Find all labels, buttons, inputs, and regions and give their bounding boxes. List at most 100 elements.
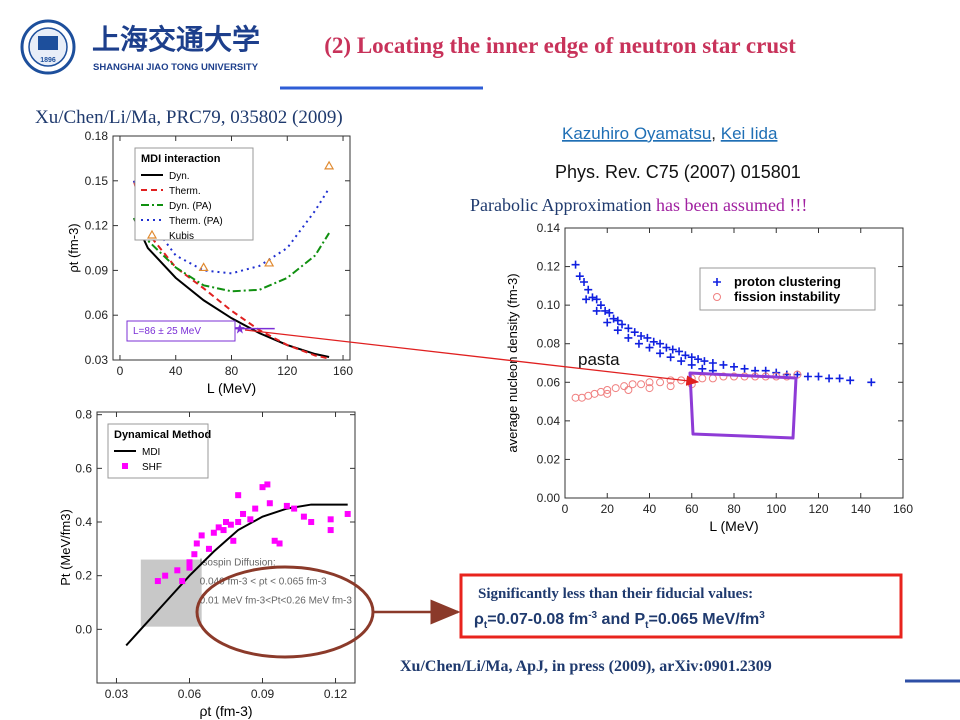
point xyxy=(634,339,643,348)
legend-swatch xyxy=(146,229,158,239)
x-tick-label: 60 xyxy=(685,502,699,516)
point xyxy=(645,384,654,393)
y-tick-label: 0.6 xyxy=(75,461,92,475)
point xyxy=(327,527,334,534)
reference: Xu/Chen/Li/Ma, ApJ, in press (2009), arX… xyxy=(400,658,772,675)
point xyxy=(835,374,844,383)
x-tick-label: 40 xyxy=(169,364,183,378)
y-tick-label: 0.04 xyxy=(537,414,561,428)
author-link[interactable]: Kazuhiro Oyamatsu xyxy=(562,124,711,143)
point xyxy=(186,559,193,566)
authors: Kazuhiro Oyamatsu, Kei Iida xyxy=(562,124,778,143)
text: =0.07-0.08 fm xyxy=(487,611,588,628)
separator: , xyxy=(711,124,720,143)
point xyxy=(603,386,612,394)
point xyxy=(645,378,654,387)
y-tick-label: 0.06 xyxy=(85,308,109,322)
point xyxy=(264,257,275,267)
logo: 1896 上海交通大学 SHANGHAI JIAO TONG UNIVERSIT… xyxy=(20,19,260,75)
x-tick-label: 0 xyxy=(117,364,124,378)
point xyxy=(596,301,605,310)
point xyxy=(324,160,335,170)
point xyxy=(271,537,278,544)
region xyxy=(140,559,202,627)
point xyxy=(259,484,266,491)
point xyxy=(162,572,169,579)
annotation: pasta xyxy=(578,350,620,369)
point xyxy=(601,306,610,315)
y-tick-label: 0.12 xyxy=(85,219,109,233)
point xyxy=(730,362,738,371)
superscript: -3 xyxy=(588,610,597,621)
y-tick-label: 0.08 xyxy=(537,337,561,351)
y-tick-label: 0.2 xyxy=(75,569,92,583)
legend-swatch xyxy=(713,293,721,301)
point xyxy=(592,306,601,315)
point xyxy=(198,262,209,272)
region-text: 0.01 MeV fm-3<Pt<0.26 MeV fm-3 xyxy=(200,596,353,607)
author-link[interactable]: Kei Iida xyxy=(721,124,778,143)
point xyxy=(592,295,601,304)
point xyxy=(719,360,728,369)
point xyxy=(609,314,618,323)
x-tick-label: 0 xyxy=(562,502,569,516)
point xyxy=(571,393,580,402)
point xyxy=(825,374,834,383)
point xyxy=(611,384,620,393)
legend-label: Therm. xyxy=(169,186,201,197)
point xyxy=(624,324,633,333)
constraint-point xyxy=(234,323,245,334)
point xyxy=(235,492,242,499)
point xyxy=(700,357,709,366)
point xyxy=(846,376,855,385)
y-tick-label: 0.03 xyxy=(85,353,109,367)
x-tick-label: 40 xyxy=(643,502,657,516)
point xyxy=(687,353,696,362)
y-tick-label: 0.09 xyxy=(85,263,109,277)
x-tick-label: 140 xyxy=(851,502,871,516)
point xyxy=(628,380,637,389)
point xyxy=(240,510,247,517)
annotation-box xyxy=(126,320,236,342)
point xyxy=(266,500,273,507)
y-axis-label: ρt (fm-3) xyxy=(66,223,81,272)
annotation: L=86 ± 25 MeV xyxy=(133,326,201,337)
point xyxy=(803,372,812,381)
chart: Isospin Diffusion: 0.040 fm-3 < ρt < 0.06… xyxy=(58,408,356,719)
text: and P xyxy=(597,611,645,628)
point xyxy=(584,285,593,294)
point xyxy=(235,519,242,526)
point xyxy=(668,345,677,354)
legend-box xyxy=(134,147,254,241)
point xyxy=(571,260,580,269)
point xyxy=(656,349,665,358)
legend-box xyxy=(699,267,876,311)
point xyxy=(247,516,254,523)
x-axis-label: L (MeV) xyxy=(207,380,256,396)
journal: Phys. Rev. C75 (2007) 015801 xyxy=(555,162,801,182)
university-cn: 上海交通大学 xyxy=(92,23,260,56)
point xyxy=(220,527,227,534)
series-line xyxy=(133,217,330,293)
point xyxy=(575,272,584,281)
x-tick-label: 0.06 xyxy=(178,687,202,701)
point xyxy=(223,519,229,526)
university-en: SHANGHAI JIAO TONG UNIVERSITY xyxy=(93,62,259,73)
legend-label: Dyn. xyxy=(169,171,190,182)
point xyxy=(643,333,652,342)
point xyxy=(637,332,646,340)
point xyxy=(666,353,675,362)
point xyxy=(675,347,684,356)
legend-title: Dynamical Method xyxy=(114,429,211,441)
point xyxy=(740,364,749,373)
point xyxy=(283,502,290,509)
point xyxy=(694,355,703,364)
point xyxy=(154,578,161,585)
superscript: 3 xyxy=(759,610,765,621)
x-tick-label: 0.09 xyxy=(251,687,275,701)
y-tick-label: 0.4 xyxy=(75,515,92,529)
point xyxy=(603,389,612,398)
x-tick-label: 0.03 xyxy=(105,687,129,701)
point xyxy=(719,372,728,381)
